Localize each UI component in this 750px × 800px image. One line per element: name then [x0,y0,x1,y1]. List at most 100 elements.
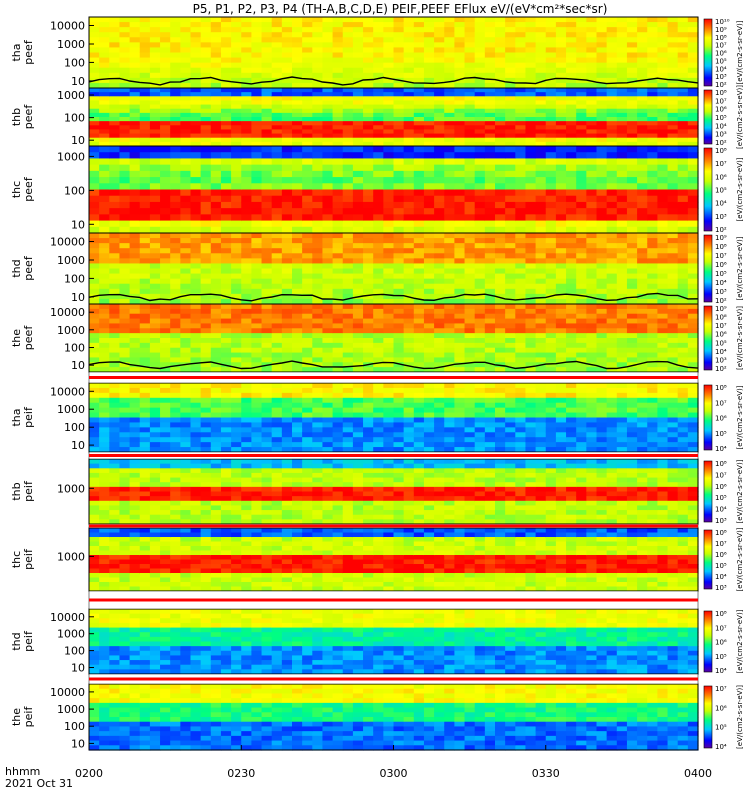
colorbar-tick-label: 10² [715,226,727,234]
colorbar-tick-label: 10⁴ [715,279,727,287]
colorbar-tick-label: 10⁷ [715,322,727,330]
colorbar-tick-label: 10⁴ [715,200,727,208]
y-axis-label-line1: thd [10,632,23,650]
y-tick-label: 10000 [50,306,85,319]
colorbar-tick-label: 10⁸ [715,89,727,97]
colorbar-tick-label: 10⁷ [715,42,727,50]
y-axis-label-line2: peif [22,630,35,652]
colorbar-tick-label: 10⁶ [715,704,727,712]
colorbar-tick-label: 10⁶ [715,50,727,58]
colorbar-unit-label: [eV/(cm2-s-sr-eV)] [736,685,744,749]
y-tick-label: 10 [71,218,85,231]
colorbar-tick-label: 10⁸ [715,460,727,468]
colorbar [703,460,713,523]
colorbar-tick-label: 10⁵ [715,57,727,65]
colorbar-tick-label: 10² [715,297,727,305]
colorbar-tick-label: 10⁵ [715,653,727,661]
colorbar [703,89,713,145]
y-axis-label-line1: tha [10,408,23,426]
colorbar-unit-label: [eV/(cm2-s-sr-eV)] [736,85,744,149]
colorbar-tick-label: 10⁷ [715,685,727,693]
overlay-line [88,292,699,302]
y-axis-label-line1: thb [10,482,23,500]
colorbar-tick-label: 10⁵ [715,562,727,570]
x-tick-label: 0330 [532,767,560,780]
colorbar-tick-label: 10⁸ [715,147,727,155]
y-tick-label: 1000 [57,628,85,641]
figure-title: P5, P1, P2, P3, P4 (TH-A,B,C,D,E) PEIF,P… [193,2,608,16]
panel-thd-peif: 10 100 1000 10000 thd peif 10⁴ 10⁵ 10⁶ 10⁷ 10⁸ [eV/… [10,608,744,675]
colorbar-tick-label: 10⁸ [715,610,727,618]
y-tick-label: 100 [64,272,85,285]
colorbar-tick-label: 10⁶ [715,261,727,269]
colorbar-tick-label: 10⁷ [715,624,727,632]
y-axis-label-line2: peif [22,548,35,570]
y-tick-label: 100 [64,112,85,125]
colorbar-tick-label: 10⁷ [715,540,727,548]
y-tick-label: 10 [71,439,85,452]
y-tick-label: 10000 [50,236,85,249]
colorbar-tick-label: 10³ [715,131,727,139]
colorbar-tick-label: 10⁶ [715,415,727,423]
colorbar-tick-label: 10⁵ [715,724,727,732]
y-tick-label: 1000 [57,150,85,163]
colorbar-unit-label: [eV/(cm2-s-sr-eV)] [736,157,744,221]
date-label: 2021 Oct 31 [5,777,73,790]
colorbar-tick-label: 10⁵ [715,430,727,438]
panel-thc-peef: 10 100 1000 thc peef 10² 10³ 10⁴ 10⁵ 10⁶ 10⁷ 10⁸ [eV… [10,145,744,234]
time-axis-label: hhmm [5,765,40,778]
colorbar-unit-label: [eV/(cm2-s-sr-eV)] [736,527,744,591]
colorbar-tick-label: 10⁴ [715,743,727,751]
colorbar-tick-label: 10⁸ [715,34,727,42]
colorbar-unit-label: [eV/(cm2-s-sr-eV)] [736,306,744,370]
y-tick-label: 1000 [57,482,85,495]
colorbar [703,610,713,673]
colorbar-tick-label: 10⁵ [715,187,727,195]
colorbar-tick-label: 10³ [715,517,727,525]
colorbar-tick-label: 10⁴ [715,65,727,73]
colorbar-tick-label: 10⁷ [715,471,727,479]
y-axis-label-line2: peef [22,255,35,281]
y-axis-label-line2: peef [22,176,35,202]
panel-the-peif: 10 100 1000 10000 the peif 10⁴ 10⁵ 10⁶ 10⁷ [eV/(cm… [10,683,744,751]
y-tick-label: 1000 [57,403,85,416]
colorbar-tick-label: 10⁹ [715,234,727,242]
colorbar-tick-label: 10⁴ [715,445,727,453]
y-axis-label-line2: peef [22,325,35,351]
y-tick-label: 10 [71,134,85,147]
colorbar [703,384,713,451]
colorbar-unit-label: [eV/(cm2-s-sr-eV)] [736,236,744,300]
colorbar-tick-label: 10⁵ [715,270,727,278]
colorbar-tick-label: 10² [715,81,727,89]
colorbar [703,147,713,232]
separator-red-line [89,598,698,602]
y-tick-label: 10 [71,291,85,304]
colorbar-tick-label: 10⁶ [715,551,727,559]
colorbar-tick-label: 10⁶ [715,483,727,491]
colorbar [703,234,713,303]
colorbar-tick-label: 10³ [715,73,727,81]
y-tick-label: 100 [64,56,85,69]
y-tick-label: 100 [64,645,85,658]
colorbar-tick-label: 10⁶ [715,639,727,647]
colorbar-tick-label: 10⁵ [715,339,727,347]
y-tick-label: 10 [71,662,85,675]
y-tick-label: 100 [64,342,85,355]
colorbar [703,305,713,371]
colorbar [703,685,713,749]
y-axis-label-line2: peif [22,480,35,502]
colorbar [703,18,713,87]
y-tick-label: 1000 [57,89,85,102]
y-axis-label-line1: thc [10,181,23,198]
y-axis-label-line2: peif [22,706,35,728]
y-tick-label: 10000 [50,686,85,699]
x-axis: 0200 0230 0300 0330 0400 [75,745,712,780]
colorbar-tick-label: 10⁹ [715,26,727,34]
y-tick-label: 1000 [57,324,85,337]
y-tick-label: 100 [64,184,85,197]
